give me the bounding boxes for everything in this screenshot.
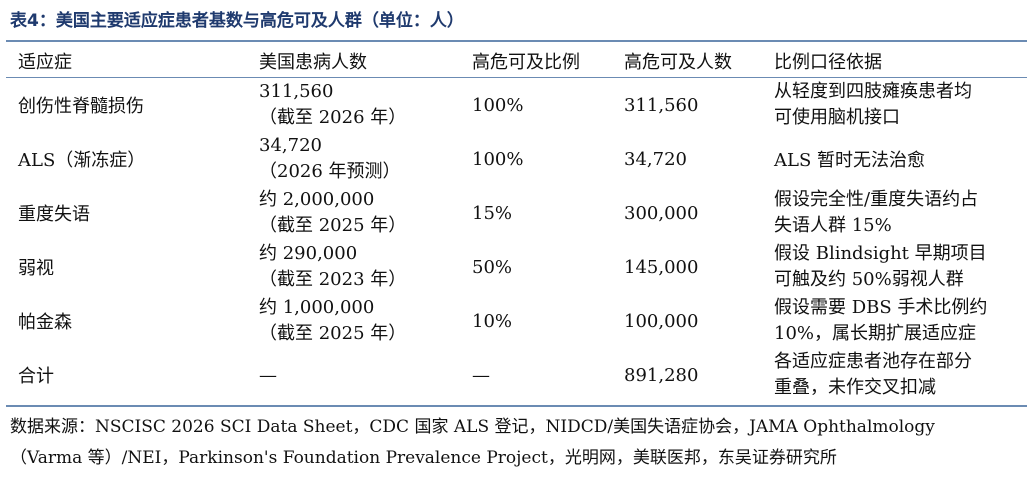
patients-value: 311,560 <box>259 81 334 102</box>
ratio-cell: — <box>472 364 490 386</box>
reachable-cell: 311,560 <box>624 94 699 116</box>
column-header-reachable: 高危可及人数 <box>624 51 732 73</box>
header-row: 适应症 美国患病人数 高危可及比例 高危可及人数 比例口径依据 <box>6 42 1027 78</box>
basis-cell: 各适应症患者池存在部分 重叠，未作交叉扣减 <box>762 348 1027 402</box>
source-note: 数据来源：NSCISC 2026 SCI Data Sheet，CDC 国家 A… <box>10 412 1020 474</box>
header-rule <box>6 77 1027 78</box>
basis-cell: 假设需要 DBS 手术比例约 10%，属长期扩展适应症 <box>762 294 1027 348</box>
basis-line-2: 失语人群 15% <box>774 215 892 236</box>
reachable-cell: 300,000 <box>624 202 699 224</box>
table-row: 弱视 约 290,000 （截至 2023 年） 50% 145,000 假设 B… <box>6 240 1027 294</box>
patients-cell: 34,720 （2026 年预测） <box>247 132 460 186</box>
table-row: 重度失语 约 2,000,000 （截至 2025 年） 15% 300,000 … <box>6 186 1027 240</box>
indication-cell: ALS（渐冻症） <box>18 150 146 171</box>
reachable-cell: 34,720 <box>624 148 687 170</box>
patients-cell: 约 2,000,000 （截至 2025 年） <box>247 186 460 240</box>
table-row: 帕金森 约 1,000,000 （截至 2025 年） 10% 100,000 假… <box>6 294 1027 348</box>
table-row: ALS（渐冻症） 34,720 （2026 年预测） 100% 34,720 AL… <box>6 132 1027 186</box>
basis-cell: 假设 Blindsight 早期项目 可触及约 50%弱视人群 <box>762 240 1027 294</box>
basis-line-2: 10%，属长期扩展适应症 <box>774 323 977 344</box>
basis-line-1: 假设需要 DBS 手术比例约 <box>774 297 988 318</box>
column-header-basis: 比例口径依据 <box>774 51 882 73</box>
top-rule <box>6 40 1027 42</box>
table-row-total: 合计 — — 891,280 各适应症患者池存在部分 重叠，未作交叉扣减 <box>6 348 1027 402</box>
basis-cell: ALS 暂时无法治愈 <box>774 150 926 171</box>
patients-value: 约 2,000,000 <box>259 189 375 210</box>
patients-value: 34,720 <box>259 135 322 156</box>
table-title: 表4：美国主要适应症患者基数与高危可及人群（单位：人） <box>10 11 464 31</box>
column-header-indication: 适应症 <box>18 51 72 73</box>
indication-cell: 弱视 <box>18 258 54 279</box>
column-header-patients: 美国患病人数 <box>259 51 367 73</box>
patients-note: （2026 年预测） <box>259 161 401 182</box>
basis-line-2: 可触及约 50%弱视人群 <box>774 269 964 290</box>
basis-line-2: 重叠，未作交叉扣减 <box>774 377 936 398</box>
ratio-cell: 15% <box>472 202 513 224</box>
reachable-cell: 100,000 <box>624 310 699 332</box>
basis-line-2: 可使用脑机接口 <box>774 107 900 128</box>
patients-cell: 约 290,000 （截至 2023 年） <box>247 240 460 294</box>
indication-cell: 重度失语 <box>18 204 90 225</box>
patients-note: （截至 2026 年） <box>259 107 407 128</box>
ratio-cell: 50% <box>472 256 513 278</box>
column-header-ratio: 高危可及比例 <box>472 51 580 73</box>
patients-note: （截至 2025 年） <box>259 215 407 236</box>
indication-cell: 创伤性脊髓损伤 <box>18 96 144 117</box>
basis-line-1: 假设完全性/重度失语约占 <box>774 189 979 210</box>
basis-cell: 假设完全性/重度失语约占 失语人群 15% <box>762 186 1027 240</box>
patients-note: （截至 2023 年） <box>259 269 407 290</box>
patients-value: 约 1,000,000 <box>259 297 375 318</box>
patients-cell: 约 1,000,000 （截至 2025 年） <box>247 294 460 348</box>
patients-cell: — <box>259 364 277 386</box>
bottom-rule <box>6 405 1027 407</box>
table-row: 创伤性脊髓损伤 311,560 （截至 2026 年） 100% 311,560 … <box>6 78 1027 132</box>
basis-line-1: 各适应症患者池存在部分 <box>774 351 972 372</box>
basis-line-1: 假设 Blindsight 早期项目 <box>774 243 987 264</box>
basis-line-1: 从轻度到四肢瘫痪患者均 <box>774 81 972 102</box>
source-line-1: 数据来源：NSCISC 2026 SCI Data Sheet，CDC 国家 A… <box>10 417 935 437</box>
patients-cell: 311,560 （截至 2026 年） <box>247 78 460 132</box>
data-table: 适应症 美国患病人数 高危可及比例 高危可及人数 比例口径依据 创伤性脊髓损伤 … <box>6 42 1027 402</box>
indication-cell: 帕金森 <box>18 312 72 333</box>
reachable-cell: 891,280 <box>624 364 699 386</box>
reachable-cell: 145,000 <box>624 256 699 278</box>
ratio-cell: 100% <box>472 148 524 170</box>
source-line-2: （Varma 等）/NEI，Parkinson's Foundation Pre… <box>10 448 837 468</box>
ratio-cell: 10% <box>472 310 513 332</box>
patients-value: 约 290,000 <box>259 243 358 264</box>
indication-cell: 合计 <box>18 366 54 387</box>
basis-cell: 从轻度到四肢瘫痪患者均 可使用脑机接口 <box>762 78 1027 132</box>
patients-note: （截至 2025 年） <box>259 323 407 344</box>
ratio-cell: 100% <box>472 94 524 116</box>
